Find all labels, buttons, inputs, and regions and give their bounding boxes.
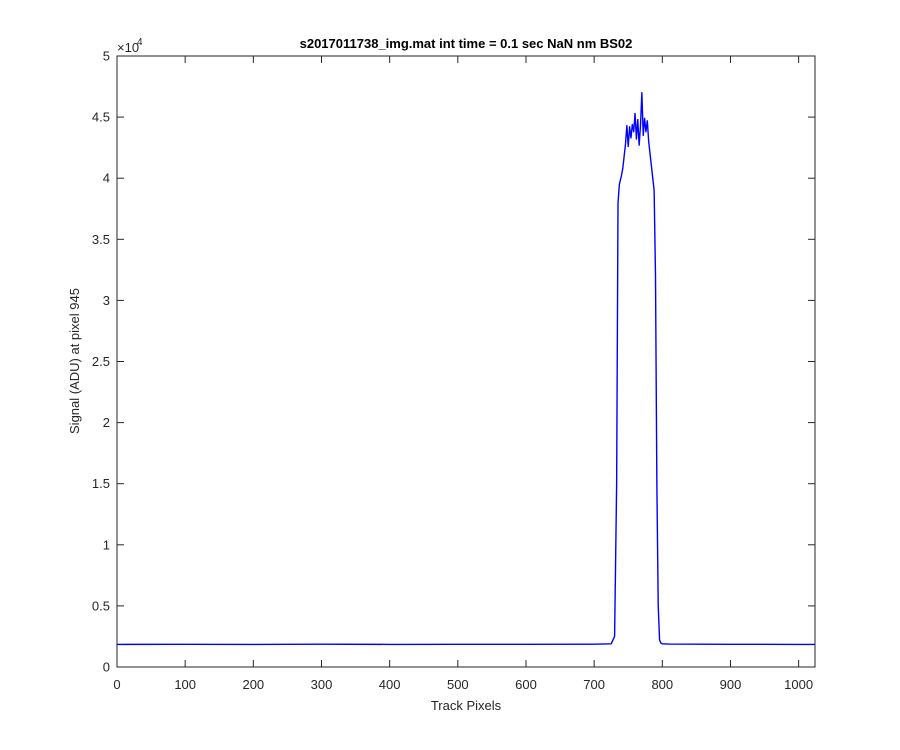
y-axis-ticks: 0 0.5 1 1.5 2 2.5 3 3.5 4 4.5 5 (92, 49, 815, 675)
x-tick-label: 100 (174, 677, 196, 692)
y-tick-label: 3.5 (92, 232, 110, 247)
series-line-0 (116, 91, 815, 646)
y-tick-label: 0.5 (92, 598, 110, 613)
x-tick-label: 700 (583, 677, 605, 692)
y-axis-exponent-power: 4 (137, 37, 143, 48)
y-tick-label: 1 (103, 537, 110, 552)
x-tick-label: 300 (311, 677, 333, 692)
x-tick-label: 1000 (784, 677, 813, 692)
x-tick-label: 900 (720, 677, 742, 692)
y-tick-label: 4.5 (92, 110, 110, 125)
x-axis-ticks: 0 100 200 300 400 500 600 700 800 900 1000 (113, 56, 813, 692)
chart-title: s2017011738_img.mat int time = 0.1 sec N… (300, 36, 633, 51)
y-tick-label: 1.5 (92, 476, 110, 491)
y-axis-label: Signal (ADU) at pixel 945 (67, 288, 82, 434)
x-tick-label: 0 (113, 677, 120, 692)
y-tick-label: 5 (103, 49, 110, 64)
x-tick-label: 400 (379, 677, 401, 692)
axes-box (116, 55, 816, 668)
y-tick-label: 2 (103, 415, 110, 430)
y-axis-exponent-base: ×10 (117, 40, 139, 55)
y-tick-label: 2.5 (92, 354, 110, 369)
x-tick-label: 200 (242, 677, 264, 692)
plot-area (117, 56, 815, 667)
series-layer (116, 91, 815, 646)
y-tick-label: 4 (103, 171, 110, 186)
y-tick-label: 3 (103, 293, 110, 308)
x-tick-label: 600 (515, 677, 537, 692)
x-axis-label: Track Pixels (431, 698, 502, 713)
x-tick-label: 800 (651, 677, 673, 692)
y-tick-label: 0 (103, 660, 110, 675)
x-tick-label: 500 (447, 677, 469, 692)
